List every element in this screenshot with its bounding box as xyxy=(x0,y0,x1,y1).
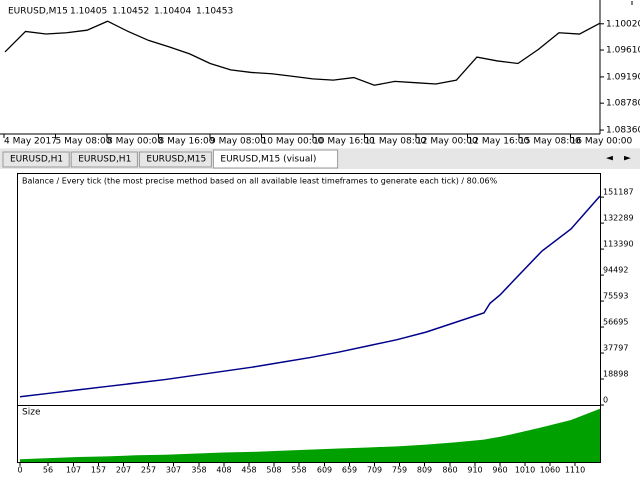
x-tick-label: 15 May 08:00 xyxy=(519,137,581,147)
x-tick-label: 5 May 08:00 xyxy=(56,137,112,147)
x-tick-label: 307 xyxy=(166,466,181,475)
tab[interactable] xyxy=(212,149,339,169)
x-tick-label: 8 May 00:00 xyxy=(107,137,163,147)
y-tick-label: 37797 xyxy=(603,344,628,353)
y-tick-label: 113390 xyxy=(603,240,634,249)
x-tick-label: 8 May 16:00 xyxy=(159,137,215,147)
report-title: Balance / Every tick (the most precise m… xyxy=(22,177,498,186)
x-tick-label: 809 xyxy=(417,466,432,475)
y-tick-label: 151187 xyxy=(603,188,634,197)
x-tick-label: 16 May 00:00 xyxy=(571,137,633,147)
x-tick-label: 1110 xyxy=(565,466,585,475)
x-tick-label: 107 xyxy=(66,466,81,475)
x-tick-label: 408 xyxy=(216,466,231,475)
x-tick-label: 157 xyxy=(91,466,106,475)
tab-prev[interactable]: ◄ xyxy=(606,154,613,164)
balance-line xyxy=(19,195,601,398)
tab[interactable] xyxy=(138,151,212,168)
y-tick-label: 1.08360 xyxy=(606,126,640,136)
x-tick-label: 12 May 00:00 xyxy=(416,137,478,147)
y-tick-label: 1.08780 xyxy=(606,99,640,109)
x-tick-label: 709 xyxy=(367,466,382,475)
x-tick-label: 10 May 00:00 xyxy=(262,137,324,147)
x-tick-label: 358 xyxy=(191,466,206,475)
balance-box xyxy=(17,173,601,406)
x-tick-label: 207 xyxy=(116,466,131,475)
ohlc-value: 1.10405 xyxy=(70,7,107,17)
x-tick-label: 56 xyxy=(43,466,53,475)
x-tick-label: 508 xyxy=(266,466,281,475)
y-tick-label: 75593 xyxy=(603,292,628,301)
x-tick-label: 9 May 08:00 xyxy=(210,137,266,147)
x-tick-label: 609 xyxy=(317,466,332,475)
y-tick-label: 1.09610 xyxy=(606,46,640,56)
symbol: EURUSD,M15 xyxy=(8,7,68,17)
tab-label[interactable]: EURUSD,H1 xyxy=(10,155,63,165)
size-area xyxy=(20,408,600,462)
price-panel xyxy=(0,0,640,148)
x-tick-label: 458 xyxy=(241,466,256,475)
x-tick-label: 12 May 16:00 xyxy=(468,137,530,147)
y-tick-label: 18898 xyxy=(603,370,628,379)
y-tick-label: 94492 xyxy=(603,266,628,275)
x-tick-label: 759 xyxy=(392,466,407,475)
tab-label[interactable]: EURUSD,H1 xyxy=(78,155,131,165)
size-label: Size xyxy=(22,408,41,418)
tab-label[interactable]: EURUSD,M15 xyxy=(146,155,206,165)
ohlc-value: 1.10452 xyxy=(112,7,149,17)
x-tick-label: 1010 xyxy=(515,466,535,475)
x-tick-label: 10 May 16:00 xyxy=(313,137,375,147)
ohlc-value: 1.10404 xyxy=(154,7,191,17)
tab-label[interactable]: EURUSD,M15 (visual) xyxy=(220,155,316,165)
ohlc-value: 1.10453 xyxy=(196,7,233,17)
y-tick-label: 1.10020 xyxy=(606,19,640,29)
tab[interactable] xyxy=(2,151,70,168)
x-tick-label: 0 xyxy=(17,466,22,475)
y-tick-label: 56695 xyxy=(603,318,628,327)
x-tick-label: 960 xyxy=(492,466,507,475)
tab[interactable] xyxy=(70,151,138,168)
x-tick-label: 4 May 2017 xyxy=(4,137,57,147)
x-tick-label: 558 xyxy=(291,466,306,475)
x-tick-label: 659 xyxy=(342,466,357,475)
y-tick-label: 1.09190 xyxy=(606,72,640,82)
tab-next[interactable]: ► xyxy=(624,154,631,164)
x-tick-label: 257 xyxy=(141,466,156,475)
y-tick-label: 132289 xyxy=(603,214,634,223)
price-line xyxy=(4,20,601,86)
y-tick-label: 0 xyxy=(603,396,608,405)
x-tick-label: 860 xyxy=(442,466,457,475)
x-tick-label: 11 May 08:00 xyxy=(365,137,427,147)
x-tick-label: 910 xyxy=(467,466,482,475)
x-tick-label: 1060 xyxy=(540,466,560,475)
